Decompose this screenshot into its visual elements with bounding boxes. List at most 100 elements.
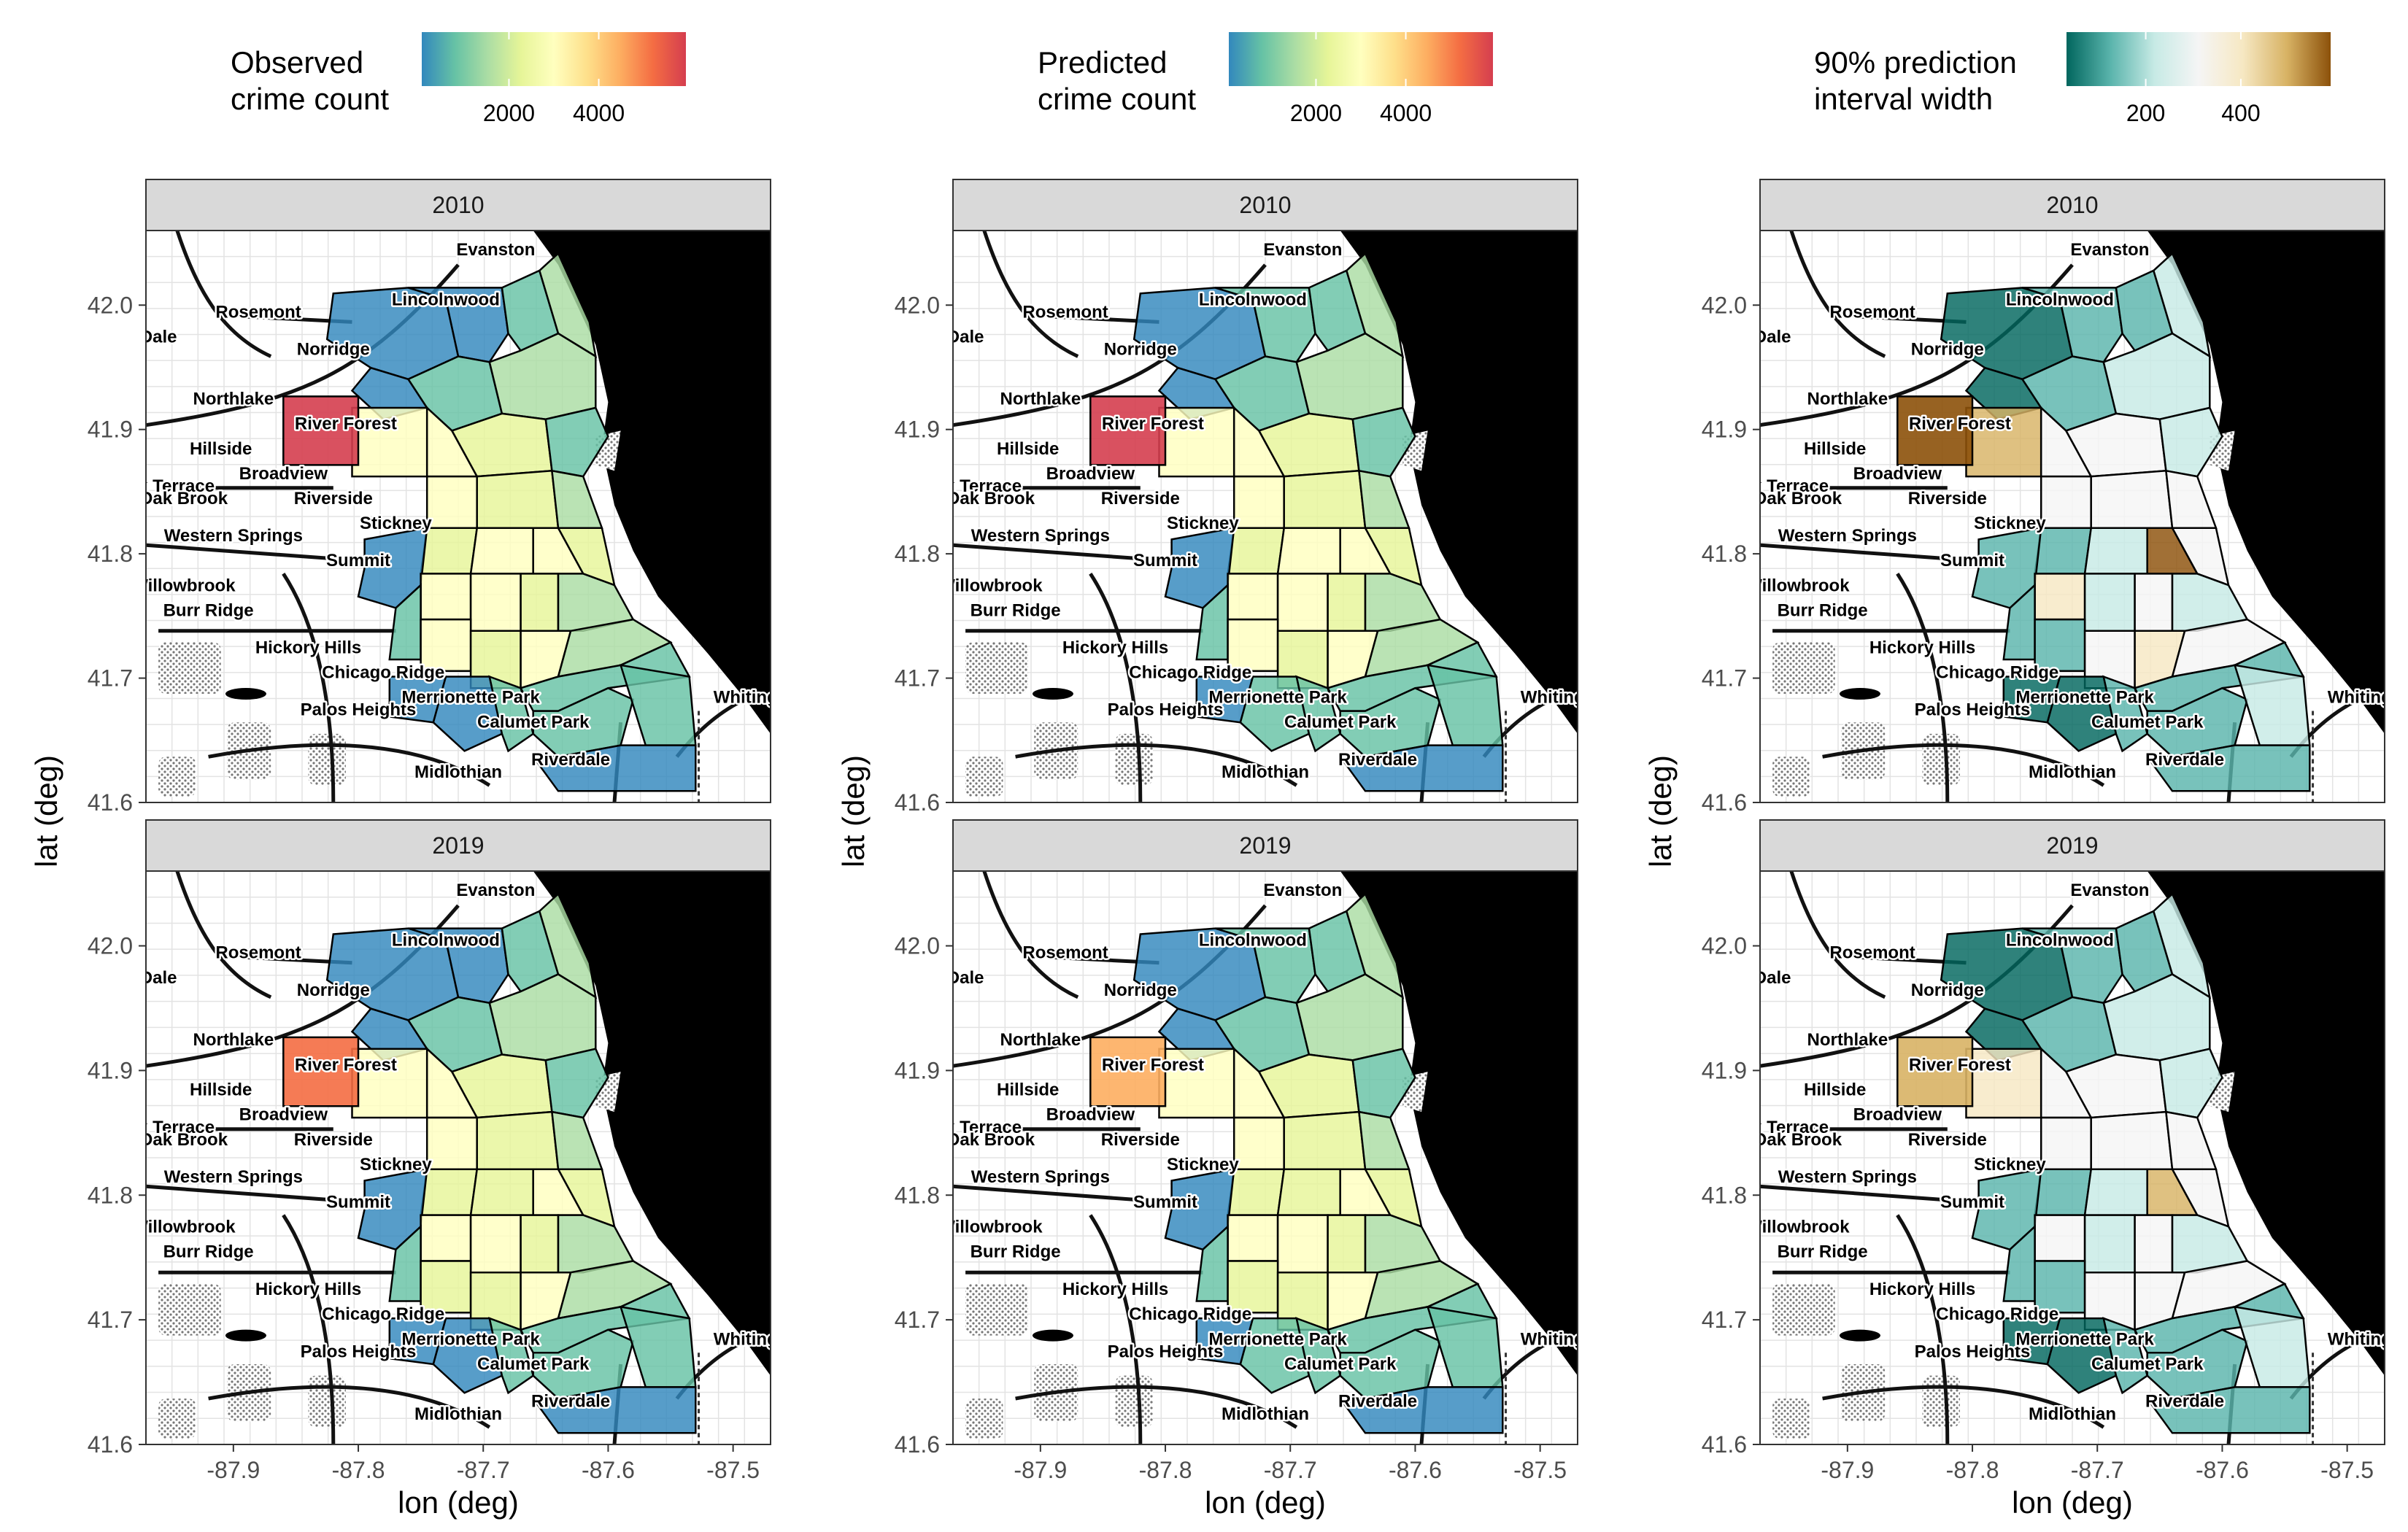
y-tick-label: 41.6 xyxy=(1702,789,1747,816)
place-label: Willowbrook xyxy=(1745,576,1850,595)
community-area xyxy=(2083,573,2136,632)
place-label: Dale xyxy=(140,327,177,347)
community-area xyxy=(1276,527,1341,575)
legend-title-line: Observed xyxy=(231,45,363,80)
place-label: Evanston xyxy=(2070,881,2149,900)
place-label: Norridge xyxy=(1104,980,1177,1000)
place-label: ok Terrace xyxy=(1741,476,1829,496)
water-body xyxy=(225,688,266,700)
y-axis-title: lat (deg) xyxy=(29,755,63,867)
community-area xyxy=(1276,1168,1341,1216)
place-label: Northlake xyxy=(1000,1030,1081,1050)
facet-strip-label: 2019 xyxy=(432,832,484,859)
x-tick-label: -87.6 xyxy=(1389,1457,1442,1483)
y-tick-label: 41.7 xyxy=(1702,1307,1747,1333)
community-area xyxy=(2083,1168,2148,1216)
community-area xyxy=(2034,1214,2086,1262)
place-label: Stickney xyxy=(1974,514,2046,533)
y-tick-label: 41.9 xyxy=(88,1057,133,1083)
community-area xyxy=(1345,892,1405,999)
forest-preserve xyxy=(158,1398,196,1439)
place-label: Oak Brook xyxy=(139,1130,228,1150)
place-label: Broadview xyxy=(1853,464,1942,484)
place-label: Calumet Park xyxy=(1284,1354,1397,1374)
community-area-austin xyxy=(1896,395,1974,466)
place-label: Merrionette Park xyxy=(1208,688,1347,708)
community-area xyxy=(1295,1317,1342,1395)
forest-preserve xyxy=(1922,733,1960,786)
place-label: Hickory Hills xyxy=(255,1280,361,1299)
community-area xyxy=(425,1116,478,1170)
facet-strip xyxy=(145,179,771,231)
water-body xyxy=(1839,688,1880,700)
place-label: Chicago Ridge xyxy=(322,663,444,683)
place-label: Midlothian xyxy=(2029,762,2116,782)
place-label: Merrionette Park xyxy=(401,1329,540,1349)
place-label: Norridge xyxy=(1911,980,1984,1000)
place-label: Midlothian xyxy=(1222,1404,1309,1424)
x-tick-label: -87.7 xyxy=(457,1457,510,1483)
y-tick-label: 41.9 xyxy=(1702,1057,1747,1083)
place-label: River Forest xyxy=(1102,414,1204,434)
place-labels: Evanston Lincolnwood Rosemont Dale Norridge N… xyxy=(953,879,1578,1426)
community-area xyxy=(544,406,609,478)
water-body xyxy=(225,1329,266,1342)
place-label: Burr Ridge xyxy=(163,1242,254,1262)
y-tick-label: 41.7 xyxy=(895,665,940,692)
legend-colorbar xyxy=(2067,32,2331,86)
highway xyxy=(982,231,1079,358)
community-area-austin xyxy=(282,1036,360,1107)
community-area xyxy=(2145,744,2311,792)
place-label: Norridge xyxy=(297,980,370,1000)
highway xyxy=(982,871,1079,999)
community-area-austin xyxy=(282,395,360,466)
community-area xyxy=(388,1317,447,1366)
place-label: Summit xyxy=(326,1192,390,1212)
place-label: Dale xyxy=(1754,327,1791,347)
community-areas xyxy=(1089,892,1504,1434)
x-axis-title: lon (deg) xyxy=(1205,1485,1326,1520)
place-label: Stickney xyxy=(1167,1155,1239,1175)
y-tick-label: 41.9 xyxy=(895,417,940,443)
community-area xyxy=(1339,1328,1442,1400)
community-area xyxy=(520,1214,560,1274)
highway xyxy=(282,573,336,802)
community-area xyxy=(2145,1386,2311,1434)
place-label: ok Terrace xyxy=(127,1118,215,1137)
y-tick-label: 41.6 xyxy=(88,1431,133,1458)
highway xyxy=(1089,1214,1143,1444)
community-area xyxy=(1283,1110,1367,1170)
place-label: Riverdale xyxy=(1338,750,1417,770)
place-label: River Forest xyxy=(1909,414,2011,434)
facet-strip xyxy=(145,819,771,872)
y-tick-label: 41.8 xyxy=(895,541,940,567)
place-label: Stickney xyxy=(1167,514,1239,533)
place-label: Western Springs xyxy=(971,1167,1110,1187)
place-label: Riverside xyxy=(1101,1130,1180,1150)
community-area xyxy=(1276,1214,1329,1274)
x-tick-label: -87.6 xyxy=(582,1457,635,1483)
place-label: Riverside xyxy=(1908,489,1987,508)
place-label: Willowbrook xyxy=(1745,1218,1850,1237)
forest-preserve xyxy=(965,1398,1003,1439)
community-area-austin xyxy=(1089,1036,1167,1107)
place-label: Stickney xyxy=(360,514,432,533)
y-tick-label: 41.9 xyxy=(88,417,133,443)
forest-preserve xyxy=(158,757,196,797)
forest-preserve xyxy=(1772,1283,1835,1336)
community-area xyxy=(1232,1116,1285,1170)
place-label: River Forest xyxy=(1102,1055,1204,1075)
community-area xyxy=(520,573,560,632)
lake-michigan xyxy=(2147,231,2385,734)
forest-preserve xyxy=(158,1283,221,1336)
place-label: Willowbrook xyxy=(938,576,1043,595)
place-label: Norridge xyxy=(1104,339,1177,359)
place-label: Calumet Park xyxy=(2091,1354,2204,1374)
panel-col1-2010: 2010 Evanston Lincolnwood Rosemont Dale Norri… xyxy=(88,179,771,816)
community-area xyxy=(2090,1110,2174,1170)
place-label: Norridge xyxy=(1911,339,1984,359)
place-label: Dale xyxy=(140,968,177,988)
place-label: Willowbrook xyxy=(131,1218,236,1237)
